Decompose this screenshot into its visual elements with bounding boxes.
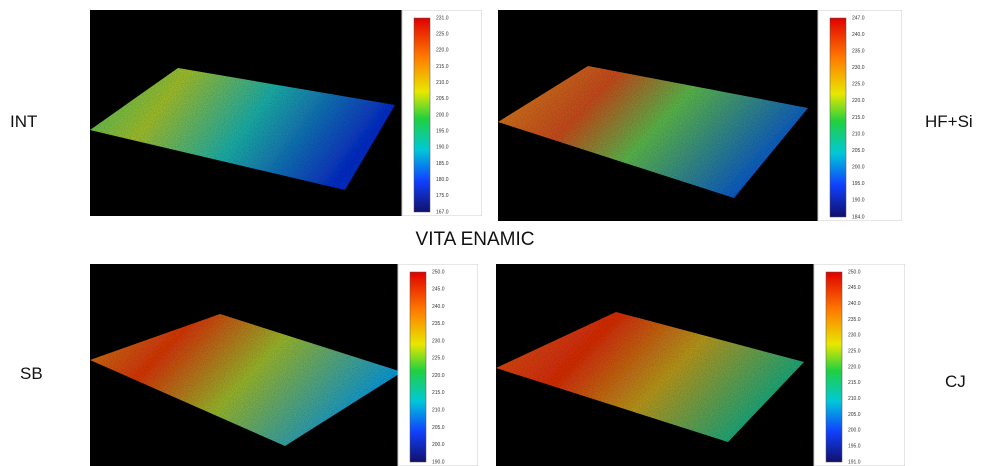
colorbar-tick-label: 195.0 <box>852 181 865 187</box>
colorbar-tick-label: 225.0 <box>852 82 865 88</box>
panel-label: INT <box>10 112 38 131</box>
colorbar-tick-label: 235.0 <box>432 321 445 327</box>
colorbar-tick-label: 230.0 <box>852 65 865 71</box>
surface <box>496 312 804 442</box>
panel-label: CJ <box>945 372 966 391</box>
colorbar-tick-label: 235.0 <box>852 48 865 54</box>
colorbar <box>829 17 847 218</box>
colorbar-tick-label: 225.0 <box>436 31 449 37</box>
colorbar-tick-label: 205.0 <box>848 412 861 418</box>
colorbar-tick-label: 220.0 <box>432 373 445 379</box>
surface-panel: 231.0 225.0 220.0 215.0 210.0 205.0 200.0 195.0… <box>90 10 482 216</box>
colorbar <box>413 17 431 213</box>
colorbar-tick-label: 205.0 <box>852 148 865 154</box>
colorbar <box>409 271 427 463</box>
surface-panel: 247.0 240.0 235.0 230.0 225.0 220.0 215.0 210.0… <box>498 10 902 221</box>
panel-label: HF+Si <box>925 112 973 131</box>
colorbar-tick-label: 215.0 <box>852 115 865 121</box>
colorbar-tick-label: 245.0 <box>848 285 861 291</box>
colorbar-tick-label: 240.0 <box>852 32 865 38</box>
colorbar-tick-label: 210.0 <box>432 408 445 414</box>
colorbar-tick-label: 190.0 <box>436 145 449 151</box>
colorbar-tick-label: 167.0 <box>436 209 449 215</box>
colorbar-tick-label: 200.0 <box>432 442 445 448</box>
colorbar-tick-label: 180.0 <box>436 177 449 183</box>
colorbar-tick-label: 240.0 <box>848 301 861 307</box>
surface <box>90 314 402 446</box>
colorbar-tick-label: 215.0 <box>848 380 861 386</box>
colorbar-tick-label: 175.0 <box>436 193 449 199</box>
colorbar-tick-label: 215.0 <box>432 390 445 396</box>
colorbar-tick-label: 195.0 <box>848 443 861 449</box>
colorbar-tick-label: 250.0 <box>848 269 861 275</box>
colorbar-tick-label: 215.0 <box>436 64 449 70</box>
colorbar-tick-label: 250.0 <box>432 269 445 275</box>
colorbar-tick-label: 190.0 <box>852 198 865 204</box>
surface-panel: 250.0 245.0 240.0 235.0 230.0 225.0 220.0 215.0… <box>496 264 905 466</box>
colorbar-tick-label: 245.0 <box>432 287 445 293</box>
panel-label: SB <box>20 364 43 383</box>
surface <box>90 68 395 190</box>
colorbar-tick-label: 230.0 <box>848 333 861 339</box>
colorbar-tick-label: 200.0 <box>852 165 865 171</box>
colorbar-tick-label: 195.0 <box>436 128 449 134</box>
surface <box>498 66 808 198</box>
colorbar-tick-label: 231.0 <box>436 15 449 21</box>
colorbar-tick-label: 230.0 <box>432 338 445 344</box>
colorbar-tick-label: 225.0 <box>848 348 861 354</box>
colorbar-tick-label: 235.0 <box>848 317 861 323</box>
colorbar-tick-label: 210.0 <box>436 80 449 86</box>
colorbar-tick-label: 205.0 <box>436 96 449 102</box>
surface-panel: 250.0 245.0 240.0 235.0 230.0 225.0 220.0 215.0… <box>90 264 478 466</box>
colorbar-tick-label: 200.0 <box>436 112 449 118</box>
colorbar-tick-label: 247.0 <box>852 15 865 21</box>
colorbar-tick-label: 184.0 <box>852 214 865 220</box>
colorbar-tick-label: 220.0 <box>852 98 865 104</box>
colorbar-tick-label: 190.0 <box>432 459 445 465</box>
colorbar-tick-label: 220.0 <box>436 48 449 54</box>
colorbar-tick-label: 200.0 <box>848 428 861 434</box>
figure-title: VITA ENAMIC <box>415 229 535 250</box>
colorbar-tick-label: 191.0 <box>848 459 861 465</box>
colorbar-tick-label: 220.0 <box>848 364 861 370</box>
colorbar-tick-label: 225.0 <box>432 356 445 362</box>
colorbar <box>825 271 843 463</box>
colorbar-tick-label: 210.0 <box>848 396 861 402</box>
colorbar-tick-label: 240.0 <box>432 304 445 310</box>
colorbar-tick-label: 185.0 <box>436 161 449 167</box>
colorbar-tick-label: 210.0 <box>852 131 865 137</box>
colorbar-tick-label: 205.0 <box>432 425 445 431</box>
